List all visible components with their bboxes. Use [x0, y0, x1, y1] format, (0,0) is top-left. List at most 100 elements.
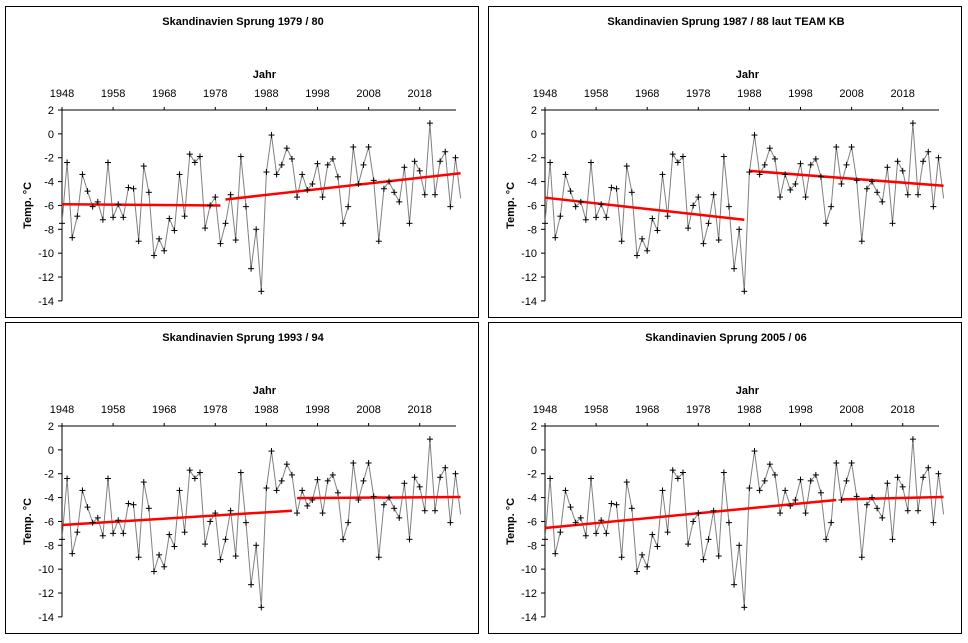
- chart-panel-1987: Skandinavien Sprung 1987 / 88 laut TEAM …: [488, 6, 962, 318]
- data-point-marker: [294, 194, 301, 201]
- x-tick-label: 1988: [737, 88, 761, 100]
- data-point-marker: [582, 532, 589, 539]
- data-point-marker: [447, 203, 454, 210]
- x-tick-label: 2018: [407, 404, 431, 416]
- data-point-marker: [679, 153, 686, 160]
- y-tick-label: -14: [38, 612, 54, 624]
- x-tick-label: 2008: [839, 88, 863, 100]
- data-point-marker: [863, 501, 870, 508]
- data-point-marker: [731, 265, 738, 272]
- data-point-marker: [593, 214, 600, 221]
- data-point-marker: [283, 145, 290, 152]
- data-point-marker: [633, 568, 640, 575]
- x-tick-label: 1978: [686, 88, 710, 100]
- data-point-marker: [649, 531, 656, 538]
- data-point-marker: [628, 189, 635, 196]
- trend-line: [749, 169, 944, 188]
- trend-line: [544, 498, 837, 530]
- data-point-marker: [562, 487, 569, 494]
- y-tick-label: 2: [531, 421, 537, 433]
- data-point-marker: [217, 240, 224, 247]
- data-point-marker: [557, 213, 564, 220]
- data-point-marker: [140, 479, 147, 486]
- data-point-marker: [639, 551, 646, 558]
- data-point-marker: [705, 220, 712, 227]
- y-tick-label: 0: [531, 129, 537, 141]
- trend-line: [297, 495, 461, 500]
- data-point-marker: [613, 501, 620, 508]
- data-point-marker: [685, 541, 692, 548]
- data-point-marker: [874, 189, 881, 196]
- data-point-marker: [355, 496, 362, 503]
- data-point-marker: [577, 514, 584, 521]
- data-point-marker: [452, 470, 459, 477]
- data-point-marker: [679, 469, 686, 476]
- data-point-marker: [777, 510, 784, 517]
- data-point-marker: [227, 507, 234, 514]
- data-point-marker: [84, 188, 91, 195]
- x-tick-label: 1998: [305, 404, 329, 416]
- data-point-marker: [920, 158, 927, 165]
- x-tick-label: 1998: [788, 88, 812, 100]
- data-point-marker: [833, 459, 840, 466]
- data-point-marker: [314, 476, 321, 483]
- data-point-marker: [370, 493, 377, 500]
- data-point-marker: [150, 568, 157, 575]
- data-point-marker: [542, 536, 548, 543]
- data-point-marker: [340, 220, 347, 227]
- data-point-marker: [110, 214, 117, 221]
- data-point-marker: [879, 198, 886, 205]
- data-point-marker: [268, 448, 275, 455]
- y-tick-label: -14: [521, 296, 537, 308]
- data-point-marker: [130, 501, 137, 508]
- data-point-marker: [268, 132, 275, 139]
- data-point-marker: [283, 461, 290, 468]
- data-point-marker: [567, 504, 574, 511]
- data-point-marker: [64, 475, 71, 482]
- y-tick-label: -10: [38, 564, 54, 576]
- data-point-marker: [181, 213, 188, 220]
- data-point-marker: [828, 203, 835, 210]
- data-point-marker: [884, 164, 891, 171]
- x-tick-label: 1978: [203, 88, 227, 100]
- data-point-marker: [843, 161, 850, 168]
- data-point-marker: [186, 151, 193, 158]
- data-point-marker: [761, 161, 768, 168]
- data-point-marker: [618, 238, 625, 245]
- data-point-marker: [237, 153, 244, 160]
- data-point-marker: [207, 518, 214, 525]
- data-point-marker: [869, 178, 876, 185]
- x-tick-label: 1998: [305, 88, 329, 100]
- data-point-marker: [375, 554, 382, 561]
- data-point-marker: [196, 153, 203, 160]
- data-point-marker: [899, 483, 906, 490]
- data-point-marker: [273, 487, 280, 494]
- data-point-marker: [746, 485, 753, 492]
- data-point-marker: [904, 507, 911, 514]
- data-point-marker: [130, 185, 137, 192]
- data-point-marker: [329, 471, 336, 478]
- data-point-marker: [879, 514, 886, 521]
- y-tick-label: -4: [527, 177, 537, 189]
- data-point-marker: [319, 510, 326, 517]
- data-point-marker: [442, 464, 449, 471]
- data-point-marker: [191, 159, 198, 166]
- x-tick-label: 1958: [101, 404, 125, 416]
- data-point-marker: [150, 252, 157, 259]
- data-point-marker: [309, 496, 316, 503]
- chart-title: Skandinavien Sprung 1987 / 88 laut TEAM …: [607, 16, 844, 28]
- data-point-marker: [135, 554, 142, 561]
- data-point-marker: [787, 186, 794, 193]
- data-point-marker: [567, 188, 574, 195]
- data-point-marker: [695, 510, 702, 517]
- data-point-marker: [761, 477, 768, 484]
- data-point-marker: [654, 543, 661, 550]
- data-point-marker: [360, 161, 367, 168]
- data-point-marker: [110, 530, 117, 537]
- data-point-marker: [345, 519, 352, 526]
- y-tick-label: -4: [527, 493, 537, 505]
- data-point-marker: [751, 132, 758, 139]
- data-point-marker: [797, 476, 804, 483]
- data-point-marker: [725, 203, 732, 210]
- chart-panel-2005: Skandinavien Sprung 2005 / 06 Jahr Temp. …: [488, 322, 962, 634]
